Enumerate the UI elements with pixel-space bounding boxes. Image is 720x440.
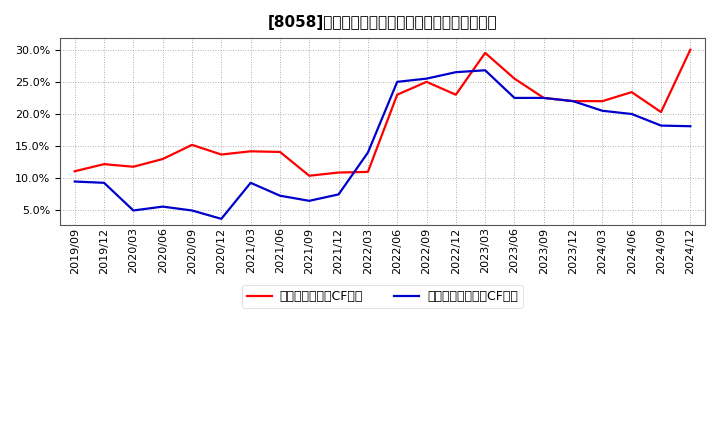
有利子負債フリーCF比率 <box>217 216 225 221</box>
有利子負債営業CF比率 <box>188 142 197 147</box>
Title: [8058]　有利子負債キャッシュフロー比率の推移: [8058] 有利子負債キャッシュフロー比率の推移 <box>268 15 498 30</box>
Line: 有利子負債フリーCF比率: 有利子負債フリーCF比率 <box>75 70 690 219</box>
有利子負債フリーCF比率 <box>246 180 255 186</box>
Line: 有利子負債営業CF比率: 有利子負債営業CF比率 <box>75 50 690 176</box>
有利子負債営業CF比率 <box>393 92 402 97</box>
有利子負債営業CF比率 <box>100 161 109 167</box>
有利子負債営業CF比率 <box>246 149 255 154</box>
有利子負債フリーCF比率 <box>71 179 79 184</box>
有利子負債営業CF比率 <box>71 169 79 174</box>
有利子負債営業CF比率 <box>422 79 431 84</box>
有利子負債フリーCF比率 <box>188 208 197 213</box>
有利子負債営業CF比率 <box>217 152 225 157</box>
有利子負債営業CF比率 <box>158 156 167 161</box>
有利子負債フリーCF比率 <box>393 79 402 84</box>
有利子負債フリーCF比率 <box>158 204 167 209</box>
有利子負債営業CF比率 <box>276 149 284 154</box>
有利子負債フリーCF比率 <box>100 180 109 186</box>
有利子負債営業CF比率 <box>334 170 343 175</box>
有利子負債フリーCF比率 <box>598 108 607 114</box>
有利子負債フリーCF比率 <box>422 76 431 81</box>
Legend: 有利子負債営業CF比率, 有利子負債フリーCF比率: 有利子負債営業CF比率, 有利子負債フリーCF比率 <box>243 285 523 308</box>
有利子負債フリーCF比率 <box>539 95 548 101</box>
有利子負債営業CF比率 <box>686 47 695 52</box>
有利子負債営業CF比率 <box>451 92 460 97</box>
有利子負債営業CF比率 <box>305 173 314 178</box>
有利子負債フリーCF比率 <box>627 111 636 117</box>
有利子負債フリーCF比率 <box>129 208 138 213</box>
有利子負債フリーCF比率 <box>569 99 577 104</box>
有利子負債フリーCF比率 <box>334 192 343 197</box>
有利子負債営業CF比率 <box>510 76 519 81</box>
有利子負債営業CF比率 <box>569 99 577 104</box>
有利子負債営業CF比率 <box>364 169 372 175</box>
有利子負債営業CF比率 <box>481 50 490 55</box>
有利子負債フリーCF比率 <box>481 68 490 73</box>
有利子負債フリーCF比率 <box>686 124 695 129</box>
有利子負債フリーCF比率 <box>364 150 372 155</box>
有利子負債営業CF比率 <box>129 164 138 169</box>
有利子負債営業CF比率 <box>627 89 636 95</box>
有利子負債営業CF比率 <box>657 110 665 115</box>
有利子負債フリーCF比率 <box>451 70 460 75</box>
有利子負債営業CF比率 <box>539 95 548 101</box>
有利子負債フリーCF比率 <box>657 123 665 128</box>
有利子負債フリーCF比率 <box>510 95 519 101</box>
有利子負債フリーCF比率 <box>305 198 314 203</box>
有利子負債フリーCF比率 <box>276 193 284 198</box>
有利子負債営業CF比率 <box>598 99 607 104</box>
